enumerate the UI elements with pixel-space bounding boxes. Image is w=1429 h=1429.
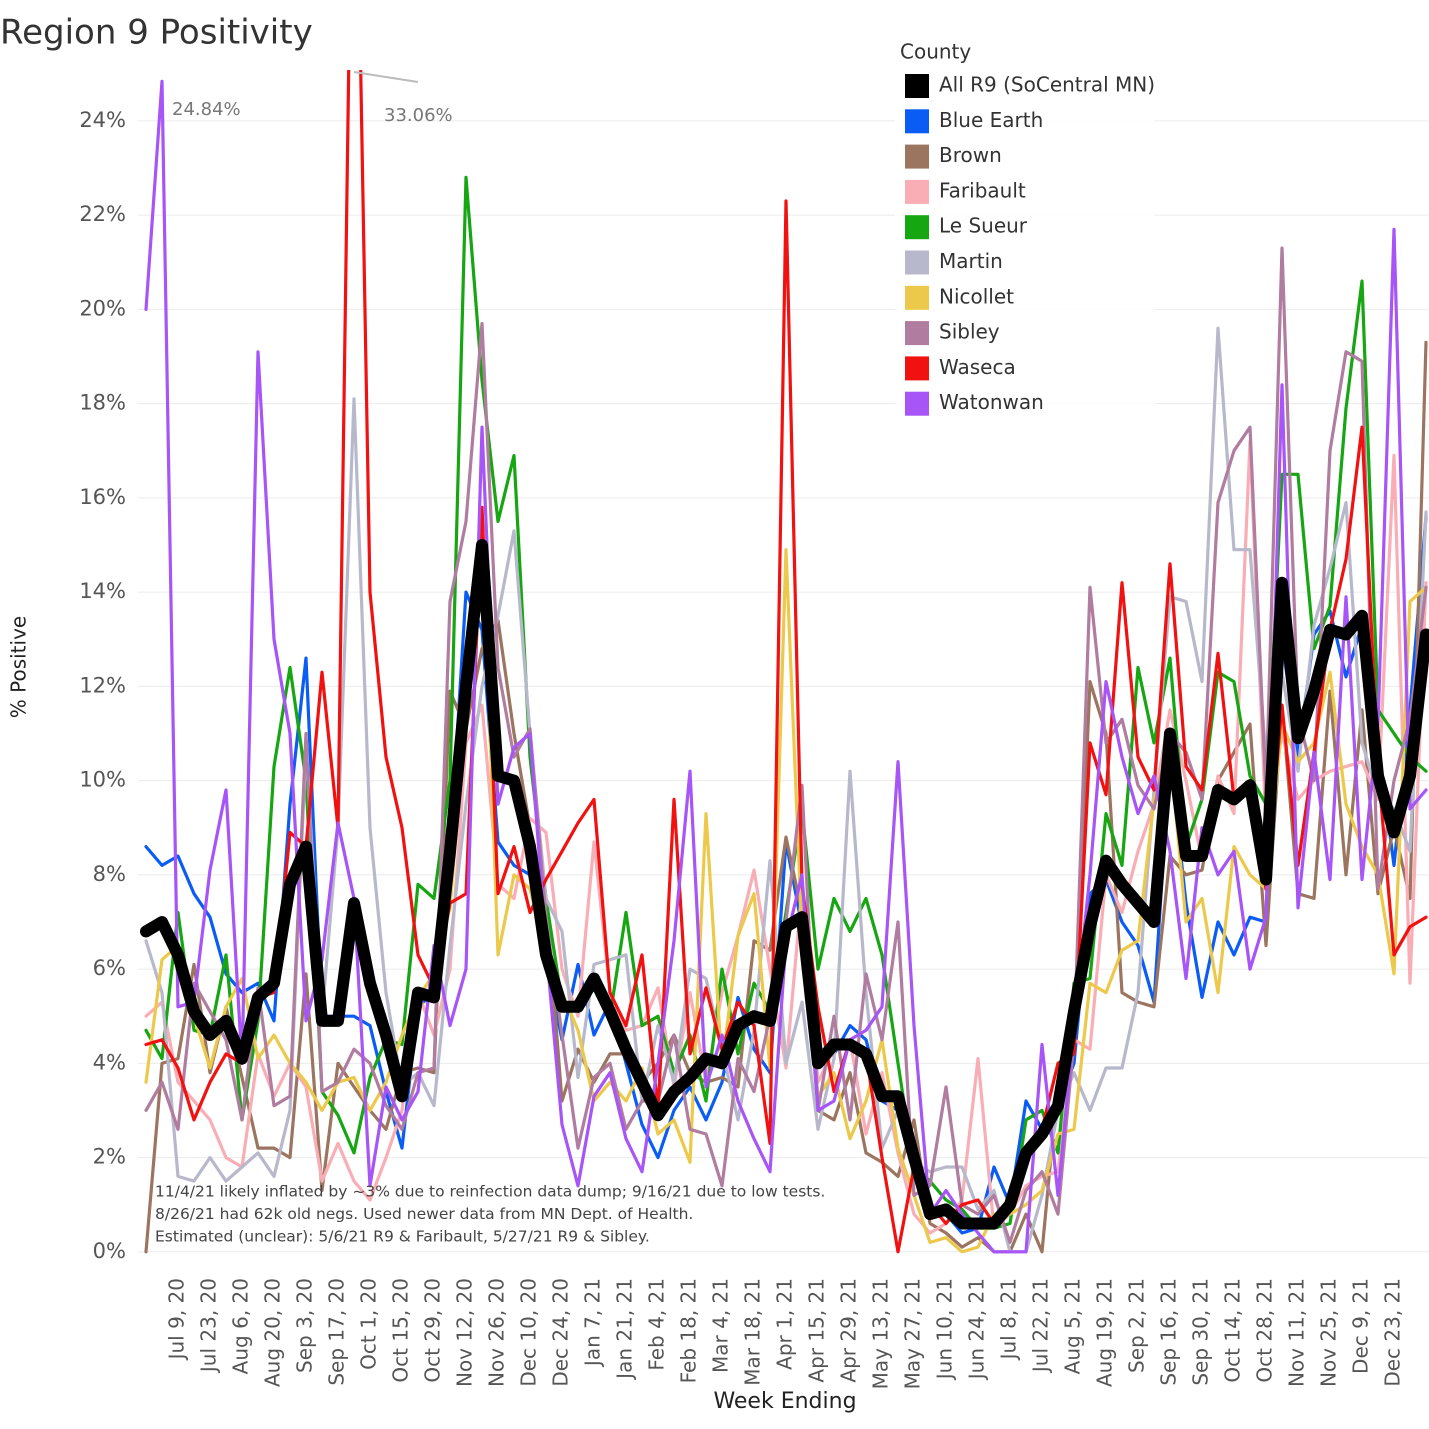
chart-title: Region 9 Positivity <box>0 13 313 53</box>
y-tick-label: 16% <box>79 485 126 509</box>
legend-label: Faribault <box>939 178 1026 202</box>
x-tick-label: Dec 9, 21 <box>1349 1278 1373 1374</box>
x-tick-label: Nov 26, 20 <box>485 1278 509 1387</box>
series-line <box>140 539 1429 1230</box>
legend-label: Martin <box>939 249 1003 273</box>
x-tick-label: Oct 28, 21 <box>1253 1278 1277 1383</box>
y-tick-label: 4% <box>93 1050 126 1074</box>
x-tick-label: Jul 23, 20 <box>197 1278 221 1374</box>
legend-label: Waseca <box>939 355 1016 379</box>
series-line <box>144 70 1428 1254</box>
x-tick-label: Mar 4, 21 <box>709 1278 733 1373</box>
x-tick-label: Sep 17, 20 <box>325 1278 349 1386</box>
x-tick-label: Jun 10, 21 <box>933 1278 957 1381</box>
legend-label: Brown <box>939 143 1002 167</box>
note: Estimated (unclear): 5/6/21 R9 & Faribau… <box>155 1228 650 1246</box>
y-axis-title: % Positive <box>7 616 31 718</box>
x-tick-label: Jun 24, 21 <box>965 1278 989 1381</box>
x-tick-label: Nov 25, 21 <box>1317 1278 1341 1387</box>
legend-label: All R9 (SoCentral MN) <box>939 73 1155 97</box>
x-tick-label: Oct 15, 20 <box>389 1278 413 1383</box>
x-tick-label: Oct 29, 20 <box>421 1278 445 1383</box>
x-tick-label: May 27, 21 <box>901 1278 925 1389</box>
x-tick-label: Feb 18, 21 <box>677 1278 701 1383</box>
y-tick-label: 0% <box>93 1239 126 1263</box>
note: 8/26/21 had 62k old negs. Used newer dat… <box>155 1205 693 1223</box>
legend-title: County <box>900 40 971 64</box>
x-tick-label: Jul 8, 21 <box>997 1278 1021 1361</box>
legend-swatch <box>905 144 929 169</box>
legend-label: Blue Earth <box>939 108 1043 132</box>
legend-label: Le Sueur <box>939 214 1028 238</box>
x-tick-label: Oct 1, 20 <box>357 1278 381 1370</box>
legend-swatch <box>905 179 929 204</box>
value-label: 33.06% <box>384 105 453 126</box>
y-tick-label: 12% <box>79 673 126 697</box>
y-tick-label: 2% <box>93 1145 126 1169</box>
x-tick-label: Aug 6, 20 <box>229 1278 253 1374</box>
x-tick-label: Aug 5, 21 <box>1061 1278 1085 1374</box>
y-tick-label: 14% <box>79 579 126 603</box>
leader-line <box>353 71 419 83</box>
series-line <box>144 326 1428 1254</box>
x-tick-label: Aug 20, 20 <box>261 1278 285 1387</box>
legend-swatch <box>905 74 929 98</box>
legend-label: Sibley <box>939 320 1000 344</box>
x-tick-label: Sep 3, 20 <box>293 1278 317 1373</box>
legend-swatch <box>905 285 929 310</box>
x-tick-label: Apr 1, 21 <box>773 1278 797 1370</box>
legend-swatch <box>905 109 929 134</box>
legend-background <box>895 36 1155 422</box>
labels: 0% 2% 4% 6% 8% 10% 12% 14% 16% 18% 20% 22% 24% Jul 9,… <box>79 71 1405 1389</box>
value-label: 24.84% <box>172 99 241 120</box>
y-tick-label: 20% <box>79 296 126 320</box>
x-tick-label: Jan 21, 21 <box>613 1278 637 1381</box>
x-tick-label: Aug 19, 21 <box>1093 1278 1117 1387</box>
legend-swatch <box>905 391 929 416</box>
y-tick-label: 8% <box>93 862 126 886</box>
x-tick-label: Apr 15, 21 <box>805 1278 829 1383</box>
x-tick-label: May 13, 21 <box>869 1278 893 1389</box>
y-tick-label: 6% <box>93 956 126 980</box>
x-tick-label: Nov 11, 21 <box>1285 1278 1309 1387</box>
x-tick-label: Oct 14, 21 <box>1221 1278 1245 1383</box>
y-tick-label: 22% <box>79 202 126 226</box>
legend-label: Watonwan <box>939 390 1044 414</box>
legend: County All R9 (SoCentral MN) Blue Earth Br… <box>895 36 1155 422</box>
x-tick-label: Dec 23, 21 <box>1381 1278 1405 1387</box>
note: 11/4/21 likely inflated by ~3% due to re… <box>155 1183 825 1201</box>
x-tick-label: Nov 12, 20 <box>453 1278 477 1387</box>
x-tick-label: Feb 4, 21 <box>645 1278 669 1371</box>
x-tick-label: Sep 16, 21 <box>1157 1278 1181 1386</box>
x-tick-label: Dec 24, 20 <box>549 1278 573 1387</box>
plot-area <box>140 70 1429 1254</box>
legend-swatch <box>905 215 929 240</box>
x-tick-label: Sep 30, 21 <box>1189 1278 1213 1386</box>
y-tick-label: 10% <box>79 768 126 792</box>
series-line <box>144 510 1428 1254</box>
x-tick-label: Apr 29, 21 <box>837 1278 861 1383</box>
x-axis-title: Week Ending <box>713 1389 856 1414</box>
x-tick-label: Jan 7, 21 <box>581 1278 605 1368</box>
x-tick-label: Mar 18, 21 <box>741 1278 765 1386</box>
y-tick-label: 24% <box>79 108 126 132</box>
legend-swatch <box>905 356 929 381</box>
legend-label: Nicollet <box>939 284 1014 308</box>
legend-swatch <box>905 321 929 346</box>
x-tick-label: Jul 22, 21 <box>1029 1278 1053 1374</box>
legend-swatch <box>905 250 929 275</box>
y-tick-label: 18% <box>79 391 126 415</box>
x-tick-label: Sep 2, 21 <box>1125 1278 1149 1373</box>
x-tick-label: Jul 9, 20 <box>165 1278 189 1361</box>
x-tick-label: Dec 10, 20 <box>517 1278 541 1387</box>
